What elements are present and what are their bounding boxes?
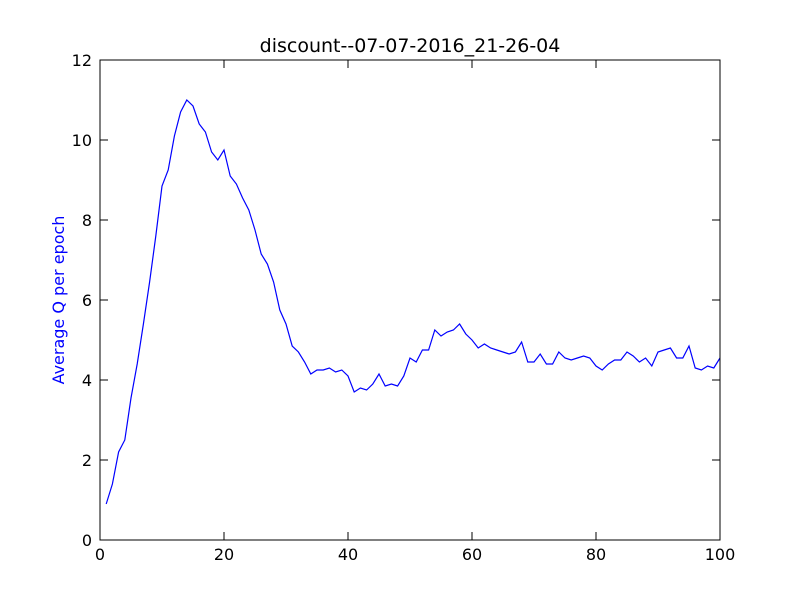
plot-frame — [99, 59, 721, 541]
y-tick-label: 12 — [72, 51, 92, 70]
x-tick-label: 20 — [214, 545, 234, 564]
x-tick-label: 60 — [462, 545, 482, 564]
y-tick-label: 6 — [82, 291, 92, 310]
x-tick-label: 100 — [705, 545, 736, 564]
x-tick-label: 40 — [338, 545, 358, 564]
y-axis-label: Average Q per epoch — [49, 216, 68, 385]
y-tick-label: 0 — [82, 531, 92, 550]
x-tick-label: 0 — [95, 545, 105, 564]
y-tick-label: 4 — [82, 371, 92, 390]
y-tick-label: 2 — [82, 451, 92, 470]
y-tick-label: 8 — [82, 211, 92, 230]
y-tick-label: 10 — [72, 131, 92, 150]
chart-title: discount--07-07-2016_21-26-04 — [260, 35, 561, 57]
x-tick-label: 80 — [586, 545, 606, 564]
line-series — [105, 99, 721, 505]
